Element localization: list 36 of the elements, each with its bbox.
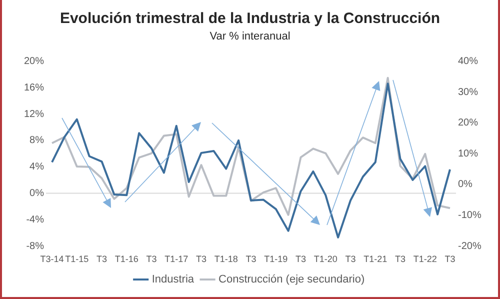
y2-tick-label: 30% bbox=[458, 86, 478, 98]
x-tick-label: T3 bbox=[196, 254, 207, 264]
y2-tick-label: -20% bbox=[458, 240, 482, 252]
legend-label: Industria bbox=[152, 274, 195, 286]
x-tick-label: T3 bbox=[394, 254, 406, 264]
x-tick-label: T3 bbox=[444, 254, 456, 264]
y-tick-label: -4% bbox=[26, 214, 44, 226]
y-tick-label: 20% bbox=[24, 56, 44, 67]
x-tick-label: T3 bbox=[345, 254, 356, 264]
y-tick-label: 0% bbox=[30, 188, 44, 199]
x-tick-label: T1-20 bbox=[314, 254, 338, 264]
x-tick-label: T1-15 bbox=[65, 254, 89, 264]
x-tick-label: T1-19 bbox=[264, 254, 288, 264]
y-tick-label: -8% bbox=[26, 240, 44, 252]
x-tick-label: T1-17 bbox=[164, 254, 188, 264]
y2-tick-label: 0% bbox=[458, 179, 473, 190]
y-tick-label: 12% bbox=[24, 108, 44, 120]
y2-tick-label: 20% bbox=[458, 118, 478, 129]
chart-subtitle: Var % interanual bbox=[210, 30, 290, 43]
x-tick-label: T3 bbox=[295, 254, 306, 264]
chart-title: Evolución trimestral de la Industria y la Construcción bbox=[60, 10, 440, 28]
y2-tick-label: 10% bbox=[458, 148, 478, 160]
y-tick-label: 16% bbox=[24, 82, 44, 94]
x-tick-label: T1-21 bbox=[364, 254, 388, 264]
x-tick-label: T1-18 bbox=[214, 254, 238, 264]
y2-tick-label: -10% bbox=[458, 210, 482, 221]
x-tick-label: T1-22 bbox=[413, 254, 437, 264]
x-tick-label: T3 bbox=[146, 254, 157, 264]
x-tick-label: T3 bbox=[96, 254, 108, 264]
legend-label: Construcción (eje secundario) bbox=[218, 274, 365, 286]
x-tick-label: T3 bbox=[246, 254, 256, 264]
y2-tick-label: 40% bbox=[458, 56, 478, 67]
y-tick-label: 8% bbox=[30, 135, 44, 146]
x-tick-label: T1-16 bbox=[114, 254, 138, 264]
y-tick-label: 4% bbox=[30, 162, 44, 173]
x-tick-label: T3-14 bbox=[40, 254, 64, 264]
